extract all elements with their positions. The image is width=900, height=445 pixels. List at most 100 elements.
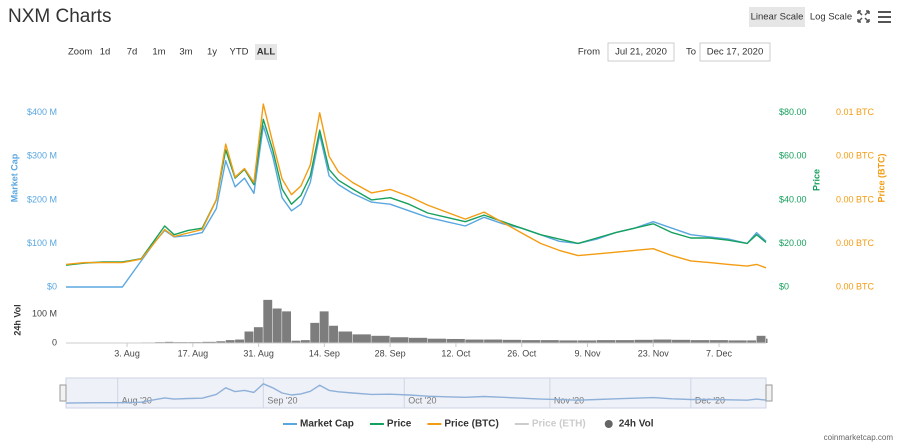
legend-item[interactable]: Market Cap [300, 419, 354, 430]
volume-bar [319, 311, 329, 343]
y-tick-label: $40.00 [779, 194, 807, 204]
from-label: From [578, 47, 600, 58]
volume-bar [578, 340, 597, 343]
volume-bar [766, 338, 768, 343]
y-tick-label: 0.00 BTC [836, 238, 875, 248]
y-tick-label: $0 [779, 281, 789, 291]
volume-bar [216, 341, 226, 343]
volume-bar [390, 337, 409, 343]
volume-bar [253, 327, 263, 343]
volume-bar [446, 338, 465, 343]
x-tick-label: 9. Nov [574, 348, 601, 358]
volume-bar [291, 340, 301, 343]
zoom-selected-bg [255, 44, 277, 60]
volume-bar [756, 335, 766, 343]
volume-bar [282, 311, 292, 343]
y-tick-label: 0.01 BTC [836, 107, 875, 117]
line [65, 118, 767, 266]
y-axis-title: 24h Vol [12, 304, 22, 335]
y-tick-label: $0 [47, 281, 57, 291]
to-label: To [686, 47, 696, 58]
zoom-button[interactable]: ALL [257, 47, 276, 58]
y3-axis-title: Price (BTC) [876, 153, 886, 202]
volume-bar [329, 325, 338, 343]
zoom-button[interactable]: 7d [127, 47, 138, 58]
legend-item[interactable]: 24h Vol [619, 419, 654, 430]
navigator-handle[interactable] [59, 384, 67, 402]
y-tick-label: 100 M [32, 309, 57, 319]
from-date[interactable]: Jul 21, 2020 [615, 47, 667, 58]
y-tick-label: $200 M [27, 194, 57, 204]
x-tick-label: 7. Dec [706, 348, 733, 358]
volume-bar [502, 339, 522, 343]
fullscreen-icon[interactable] [857, 10, 870, 23]
x-tick-label: 3. Aug [114, 348, 140, 358]
y-tick-label: 0.00 BTC [836, 151, 875, 161]
navigator-handle[interactable] [765, 384, 773, 402]
volume-bar [747, 340, 757, 343]
volume-bar [521, 340, 540, 343]
x-tick-label: 14. Sep [309, 348, 340, 358]
volume-bar [272, 308, 282, 343]
menu-icon[interactable] [878, 11, 891, 23]
navigator-line [65, 383, 767, 404]
from-input[interactable] [607, 42, 675, 62]
volume-bar [690, 340, 710, 343]
y-tick-label: $100 M [27, 238, 57, 248]
navigator-label: Sep '20 [267, 395, 297, 405]
y-tick-label: 0.00 BTC [836, 281, 875, 291]
zoom-button[interactable]: 1m [152, 47, 165, 58]
zoom-label: Zoom [68, 47, 92, 58]
button-bg [749, 7, 805, 27]
volume-bar [310, 322, 320, 343]
legend-symbol [604, 420, 613, 428]
zoom-button[interactable]: 1d [100, 47, 111, 58]
y2-axis-title: Price [811, 169, 821, 191]
y-axis-title: Market Cap [9, 153, 19, 202]
volume-bar [338, 331, 353, 343]
y-tick-label: 0.00 BTC [836, 194, 875, 204]
volume-bar [465, 339, 484, 343]
y-tick-label: $300 M [27, 151, 57, 161]
x-tick-label: 31. Aug [243, 348, 274, 358]
volume-bar [164, 341, 174, 343]
navigator-label: Oct '20 [408, 395, 436, 405]
zoom-button[interactable]: YTD [230, 47, 249, 58]
to-input[interactable] [699, 42, 771, 62]
y-tick-label: $80.00 [779, 107, 807, 117]
y-tick-label: $20.00 [779, 238, 807, 248]
volume-bar [427, 338, 447, 343]
volume-bar [709, 340, 728, 343]
y-tick-label: 0 [52, 337, 57, 347]
volume-bar [371, 335, 390, 343]
legend-item[interactable]: Price (BTC) [444, 419, 498, 430]
volume-bar [672, 339, 691, 343]
volume-bar [202, 341, 216, 343]
zoom-button[interactable]: 3m [179, 47, 192, 58]
volume-bar [634, 339, 653, 343]
legend-item[interactable]: Price (ETH) [532, 419, 586, 430]
volume-bar [559, 340, 578, 343]
volume-bar [728, 340, 747, 343]
y-tick-label: $400 M [27, 107, 57, 117]
volume-bar [300, 340, 310, 343]
navigator-label: Dec '20 [695, 395, 725, 405]
x-tick-label: 23. Nov [638, 348, 670, 358]
scale-button[interactable]: Log Scale [810, 12, 852, 23]
volume-bar [615, 340, 634, 343]
page-title: NXM Charts [8, 6, 111, 27]
volume-bar [408, 337, 428, 343]
volume-bar [540, 340, 559, 343]
volume-bar [596, 340, 616, 343]
legend-item[interactable]: Price [387, 419, 412, 430]
volume-bar [263, 299, 273, 343]
x-tick-label: 12. Oct [441, 348, 471, 358]
navigator-label: Aug '20 [122, 395, 152, 405]
zoom-button[interactable]: 1y [207, 47, 217, 58]
scale-button[interactable]: Linear Scale [751, 12, 804, 23]
x-tick-label: 17. Aug [178, 348, 209, 358]
volume-bar [653, 339, 672, 343]
volume-bar [244, 331, 254, 343]
to-date[interactable]: Dec 17, 2020 [707, 47, 764, 58]
